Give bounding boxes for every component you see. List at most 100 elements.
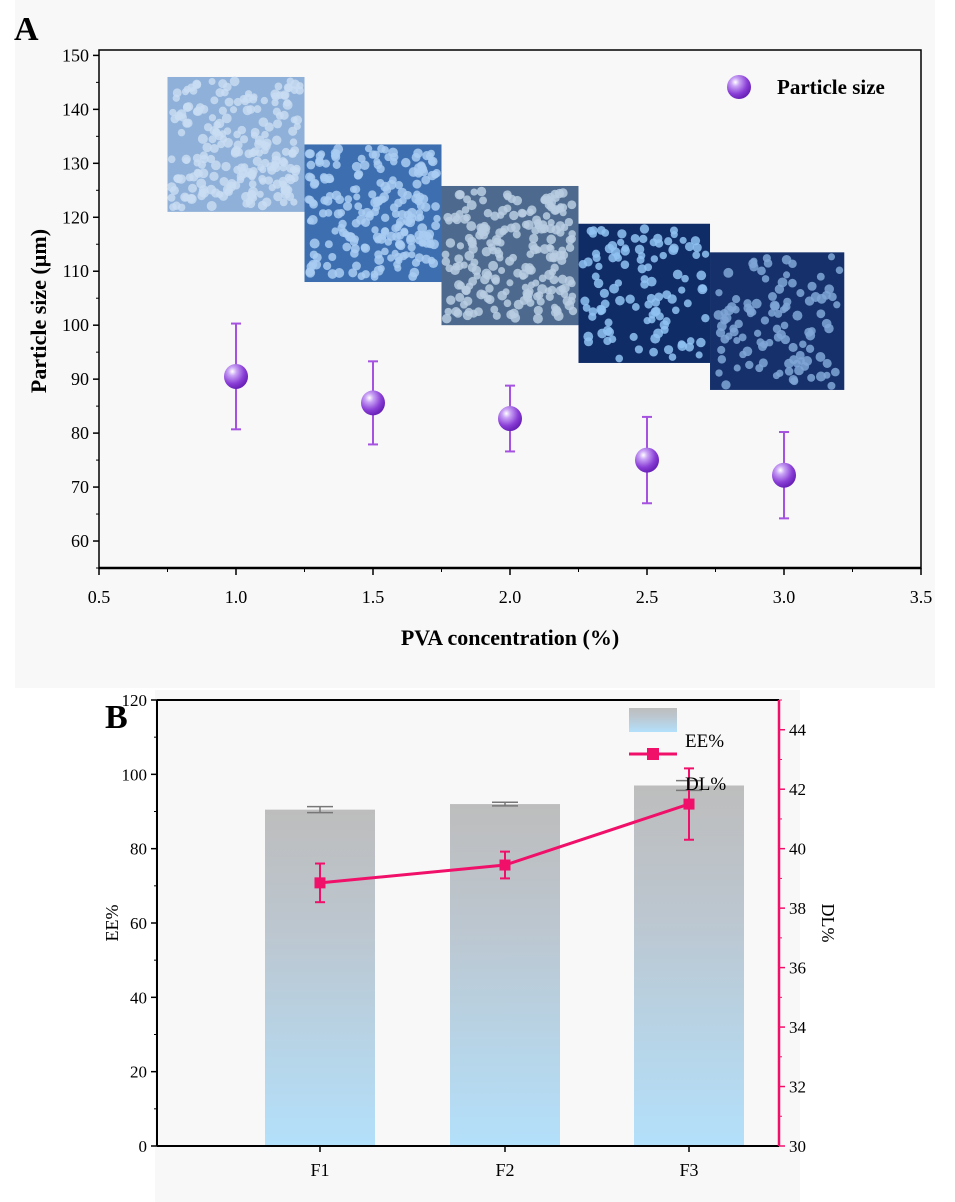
microsphere: [460, 214, 470, 224]
micrograph-inset: [166, 76, 305, 212]
a-y-tick-label: 60: [71, 531, 89, 551]
microsphere: [756, 338, 765, 347]
microsphere: [246, 189, 257, 200]
microsphere: [415, 236, 424, 245]
microsphere: [583, 337, 594, 347]
b-y-tick-label: 0: [139, 1137, 148, 1156]
microsphere: [290, 86, 299, 94]
microsphere: [221, 113, 232, 124]
b-y2-tick-label: 42: [789, 780, 806, 799]
microsphere: [539, 244, 550, 255]
microsphere: [172, 88, 182, 98]
a-x-tick-label: 3.5: [910, 587, 933, 607]
microsphere: [512, 230, 521, 239]
microsphere: [696, 337, 706, 348]
microsphere: [807, 281, 817, 291]
microsphere: [830, 367, 840, 377]
microsphere: [695, 351, 703, 359]
microsphere: [506, 310, 516, 320]
microsphere: [591, 249, 601, 258]
b-y2-axis-label: DL%: [818, 904, 838, 943]
microsphere: [281, 147, 290, 156]
microsphere: [470, 258, 479, 267]
microsphere: [445, 238, 456, 248]
microsphere: [200, 154, 209, 164]
a-y-tick-label: 140: [62, 99, 89, 119]
microsphere: [260, 96, 269, 105]
microsphere: [643, 317, 651, 325]
microsphere: [671, 306, 680, 315]
microsphere: [580, 296, 590, 306]
microsphere: [653, 233, 663, 244]
microsphere: [679, 236, 687, 244]
microsphere: [533, 305, 543, 315]
microsphere: [650, 307, 660, 317]
microsphere: [411, 258, 421, 267]
microsphere: [547, 219, 555, 227]
microsphere: [320, 174, 330, 184]
microsphere: [532, 313, 543, 324]
data-point: [361, 390, 385, 416]
b-x-tick-label: F2: [495, 1160, 514, 1180]
data-point: [224, 363, 248, 389]
microsphere: [418, 194, 429, 204]
microsphere: [350, 249, 359, 258]
microsphere: [206, 184, 217, 195]
a-y-tick-label: 70: [71, 477, 89, 497]
microsphere: [583, 257, 593, 267]
b-legend-dl-label: DL%: [685, 774, 726, 795]
a-y-tick-label: 110: [63, 261, 89, 281]
microsphere: [441, 257, 451, 266]
microsphere: [241, 97, 249, 106]
microsphere: [368, 190, 377, 199]
microsphere: [668, 245, 679, 256]
microsphere: [823, 371, 831, 379]
microsphere: [485, 284, 494, 293]
microsphere: [734, 319, 743, 329]
microsphere: [729, 327, 739, 337]
microsphere: [717, 345, 726, 355]
microsphere: [721, 380, 731, 390]
a-x-tick-label: 1.0: [225, 587, 248, 607]
microsphere: [296, 82, 304, 90]
microsphere: [441, 250, 450, 259]
microsphere: [381, 227, 389, 235]
microsphere: [359, 160, 370, 171]
microsphere: [273, 119, 283, 129]
microsphere: [292, 115, 303, 125]
microsphere: [284, 186, 293, 194]
microsphere: [784, 367, 794, 376]
microsphere: [586, 226, 595, 236]
microsphere: [454, 254, 464, 264]
microsphere: [603, 336, 612, 346]
b-y-tick-label: 20: [130, 1063, 147, 1082]
microsphere: [352, 261, 361, 271]
microsphere: [780, 321, 789, 330]
b-y-axis-label: EE%: [102, 905, 122, 942]
microsphere: [527, 205, 537, 215]
microsphere: [492, 311, 501, 320]
microsphere: [390, 152, 399, 162]
microsphere: [219, 176, 229, 186]
microsphere: [206, 154, 216, 164]
microsphere: [283, 83, 293, 93]
microsphere: [272, 135, 282, 145]
microsphere: [354, 202, 363, 211]
microsphere: [218, 191, 229, 201]
microsphere: [275, 111, 284, 120]
microsphere: [312, 252, 322, 262]
microsphere: [245, 90, 253, 98]
b-y-tick-label: 120: [122, 691, 148, 710]
microsphere: [542, 212, 551, 220]
microsphere: [387, 254, 395, 262]
microsphere: [591, 272, 600, 281]
microsphere: [386, 231, 397, 242]
microsphere: [522, 292, 531, 301]
microsphere: [605, 327, 615, 337]
microsphere: [692, 243, 702, 253]
microsphere: [253, 105, 262, 113]
microsphere: [167, 193, 176, 202]
a-x-tick-label: 0.5: [88, 587, 111, 607]
microsphere: [715, 289, 723, 297]
microsphere: [733, 364, 741, 372]
